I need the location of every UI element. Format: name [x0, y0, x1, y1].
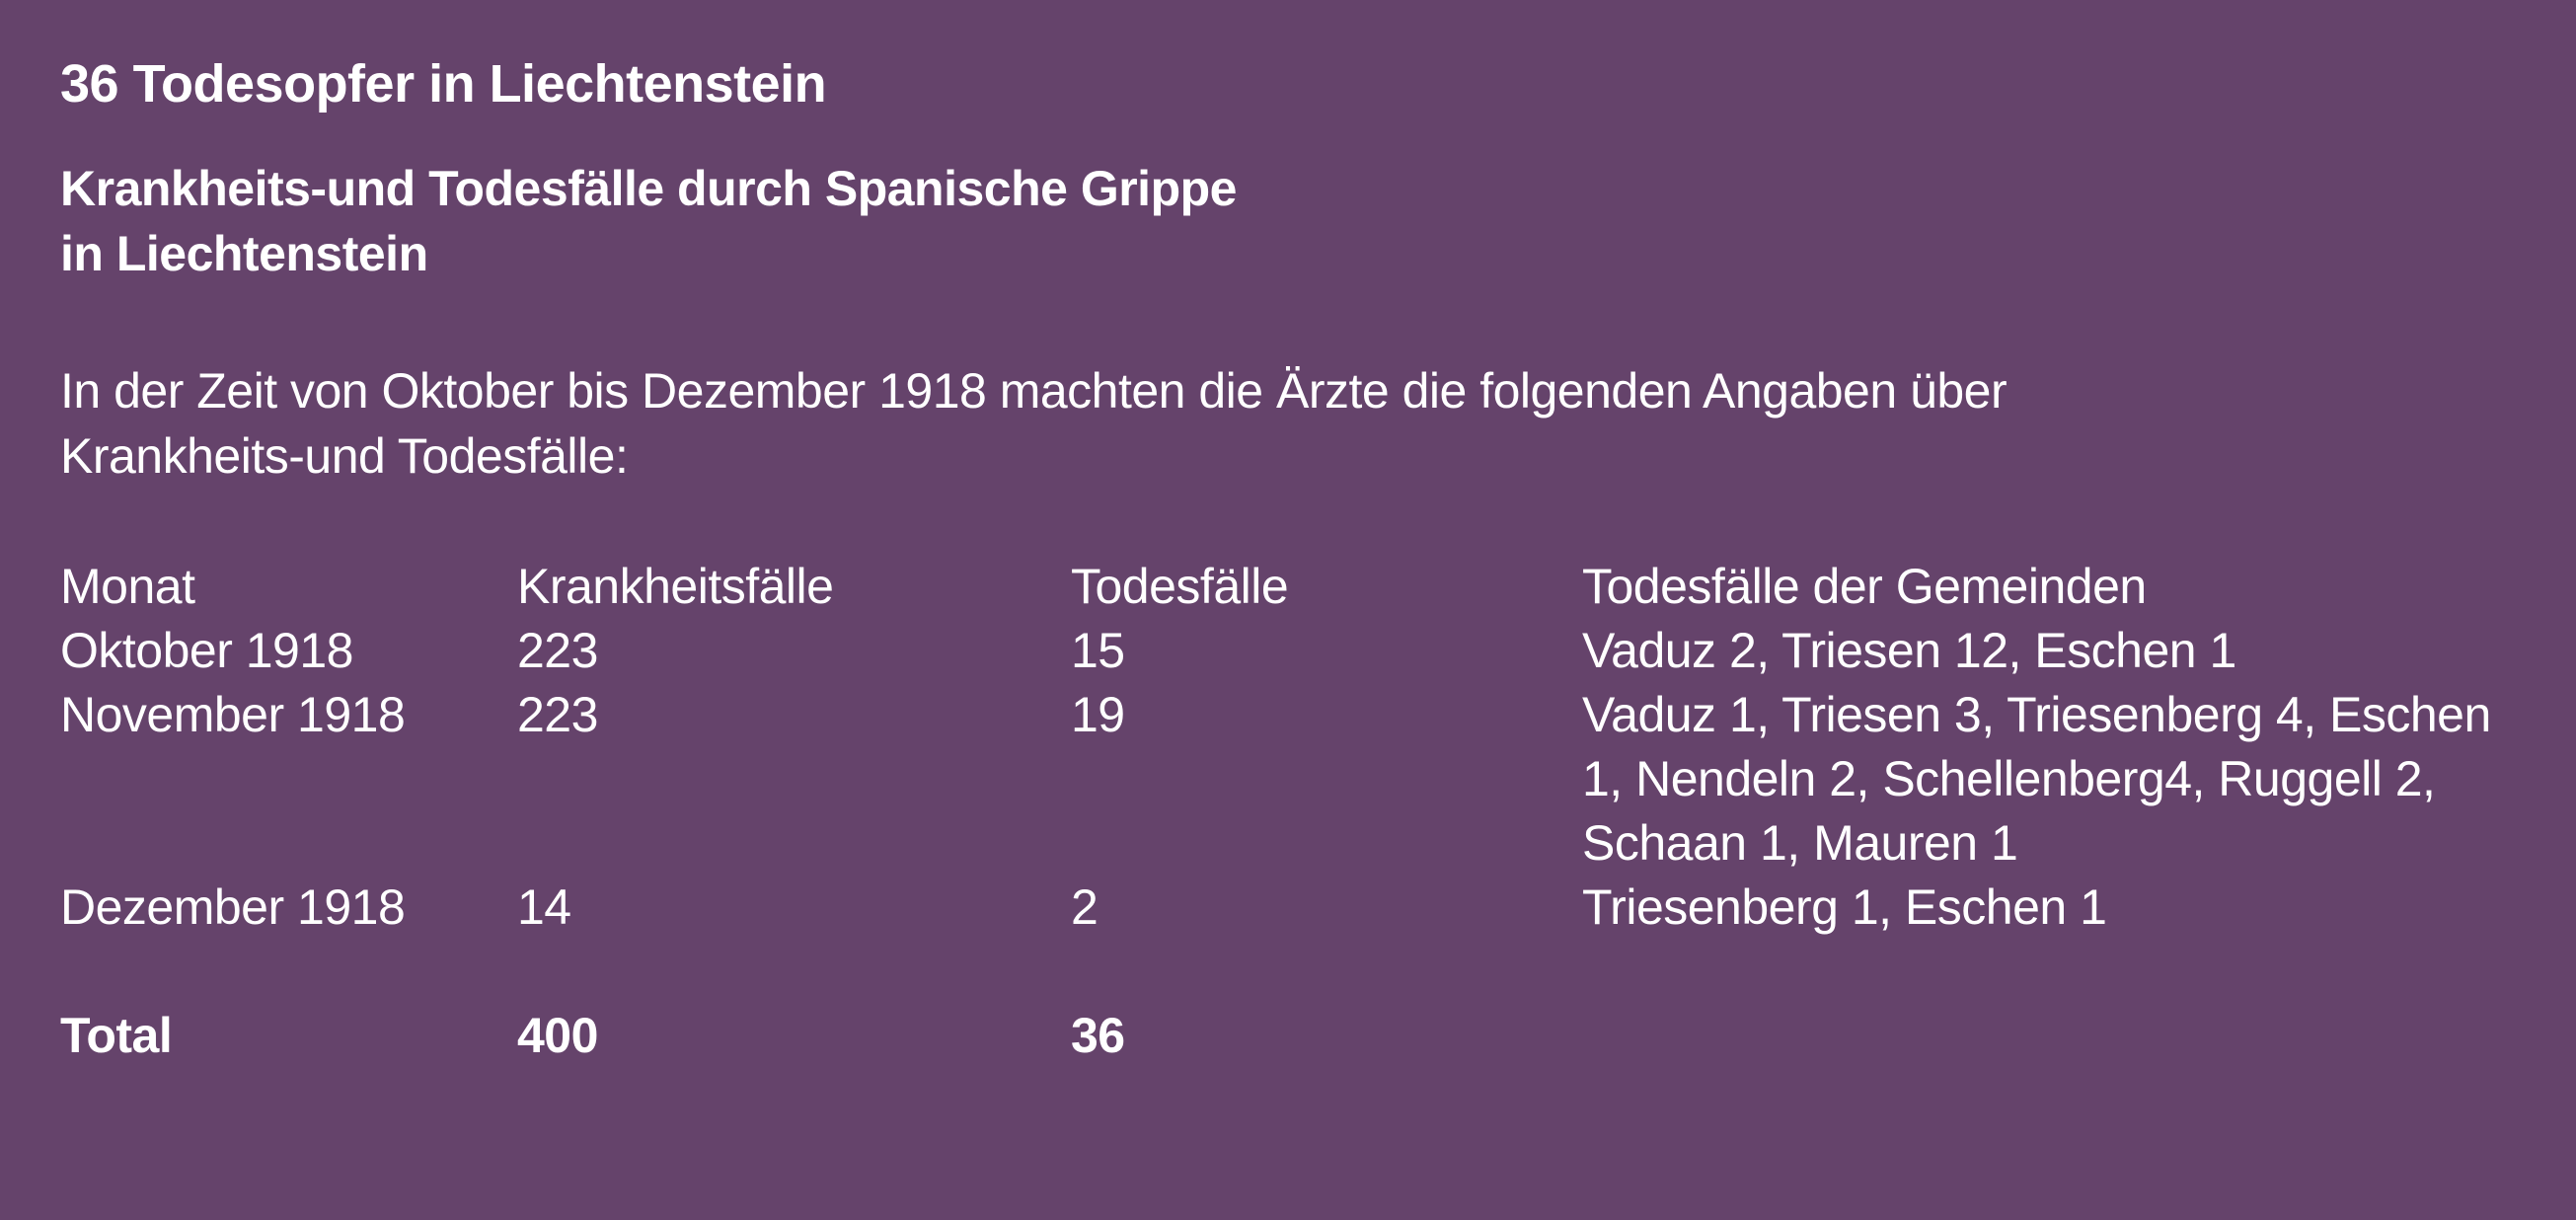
intro-line: In der Zeit von Oktober bis Dezember 191…	[60, 363, 2008, 419]
page-title: 36 Todesopfer in Liechtenstein	[60, 54, 827, 114]
subtitle: Krankheits-und Todesfälle durch Spanisch…	[60, 156, 1237, 286]
table-header-row: Monat Krankheitsfälle Todesfälle Todesfä…	[60, 555, 2500, 619]
cell-deaths: 15	[1071, 623, 1125, 678]
cell-cases: 223	[517, 687, 598, 742]
table-spacer	[60, 940, 2500, 1004]
infobox: 36 Todesopfer in Liechtenstein Krankheit…	[60, 0, 2528, 1220]
total-empty	[1582, 1004, 2500, 1068]
cell-municipalities: Vaduz 1, Triesen 3, Triesenberg 4, Esche…	[1582, 683, 2500, 876]
cell-deaths: 19	[1071, 687, 1125, 742]
cell-month: Oktober 1918	[60, 623, 353, 678]
municipality-line: Vaduz 1, Triesen 3, Triesenberg 4, Esche…	[1582, 687, 2491, 742]
cell-month: Dezember 1918	[60, 879, 406, 935]
table-total-row: Total 400 36	[60, 1004, 2500, 1068]
header-month: Monat	[60, 559, 195, 614]
municipality-line: Schaan 1, Mauren 1	[1582, 815, 2018, 871]
municipality-line: Triesenberg 1, Eschen 1	[1582, 879, 2107, 935]
header-municipalities: Todesfälle der Gemeinden	[1582, 559, 2147, 614]
table-row: Oktober 1918 223 15 Vaduz 2, Triesen 12,…	[60, 619, 2500, 683]
cell-cases: 223	[517, 623, 598, 678]
municipality-line: Vaduz 2, Triesen 12, Eschen 1	[1582, 623, 2236, 678]
total-deaths: 36	[1071, 1008, 1125, 1063]
cell-municipalities: Triesenberg 1, Eschen 1	[1582, 876, 2500, 940]
cell-month: November 1918	[60, 687, 406, 742]
subtitle-line: in Liechtenstein	[60, 226, 428, 281]
header-cases: Krankheitsfälle	[517, 559, 834, 614]
total-cases: 400	[517, 1008, 598, 1063]
total-label: Total	[60, 1008, 173, 1063]
table-row: November 1918 223 19 Vaduz 1, Triesen 3,…	[60, 683, 2500, 876]
cell-cases: 14	[517, 879, 571, 935]
intro-text: In der Zeit von Oktober bis Dezember 191…	[60, 358, 2008, 489]
municipality-line: 1, Nendeln 2, Schellenberg4, Ruggell 2,	[1582, 751, 2436, 806]
cell-municipalities: Vaduz 2, Triesen 12, Eschen 1	[1582, 619, 2500, 683]
intro-line: Krankheits-und Todesfälle:	[60, 428, 629, 484]
table-row: Dezember 1918 14 2 Triesenberg 1, Eschen…	[60, 876, 2500, 940]
header-deaths: Todesfälle	[1071, 559, 1289, 614]
subtitle-line: Krankheits-und Todesfälle durch Spanisch…	[60, 161, 1237, 216]
flu-statistics-table: Monat Krankheitsfälle Todesfälle Todesfä…	[60, 555, 2500, 1068]
cell-deaths: 2	[1071, 879, 1099, 935]
